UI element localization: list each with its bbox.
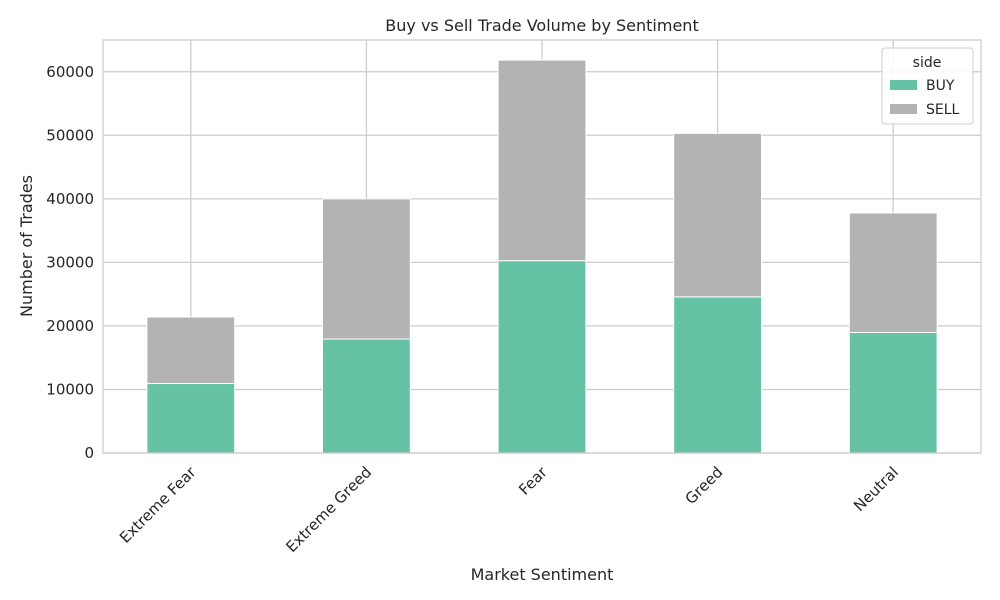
- y-tick-label: 50000: [46, 126, 94, 144]
- legend-title: side: [913, 55, 942, 71]
- plot-frame: [102, 39, 982, 454]
- bar-sell: [146, 316, 236, 385]
- y-tick-label: 40000: [46, 190, 94, 208]
- y-tick-label: 30000: [46, 253, 94, 271]
- y-tick-labels: 0 10000 20000 30000 40000 50000 60000: [46, 63, 94, 462]
- y-tick-label: 20000: [46, 317, 94, 335]
- y-tick-label: 10000: [46, 380, 94, 398]
- bar-sell: [497, 59, 587, 262]
- bar-buy: [848, 331, 938, 454]
- bar-layer: [146, 59, 938, 454]
- y-axis-title: Number of Trades: [17, 175, 36, 317]
- y-tick-label: 60000: [46, 63, 94, 81]
- legend-label-sell: SELL: [926, 102, 960, 118]
- bar-buy: [146, 383, 236, 454]
- legend: side BUY SELL: [881, 47, 974, 125]
- bar-sell: [673, 132, 763, 298]
- bar-sell: [848, 212, 938, 333]
- bar-buy: [497, 260, 587, 454]
- chart-title: Buy vs Sell Trade Volume by Sentiment: [385, 16, 698, 35]
- bar-sell: [322, 198, 411, 340]
- legend-items: BUY SELL: [890, 78, 960, 118]
- x-axis-title: Market Sentiment: [471, 565, 614, 584]
- legend-label-buy: BUY: [926, 78, 955, 94]
- bar-buy: [673, 296, 763, 454]
- bar-buy: [322, 338, 411, 454]
- y-tick-label: 0: [84, 444, 94, 462]
- legend-swatch-sell: [890, 104, 917, 114]
- legend-swatch-buy: [890, 80, 917, 90]
